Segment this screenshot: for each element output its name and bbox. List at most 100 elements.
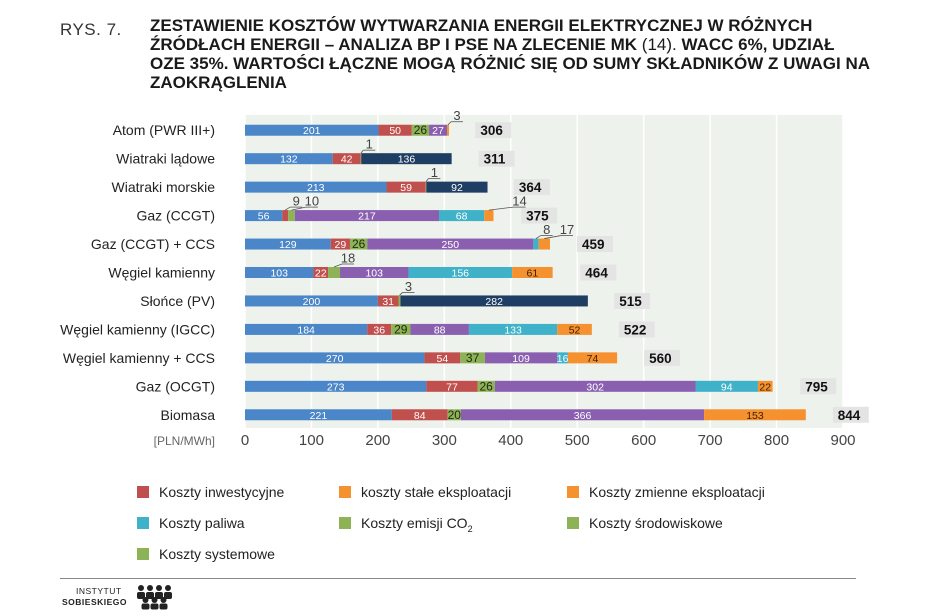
bar-segment <box>425 181 427 193</box>
segment-value-label: 273 <box>327 381 345 393</box>
legend-item: Koszty zmienne eksploatacji <box>567 484 765 500</box>
bar-segment <box>245 267 314 278</box>
bar-segment <box>378 124 412 136</box>
bar-segment <box>477 380 495 392</box>
logo-line-1: INSTYTUT <box>76 586 122 596</box>
total-badge <box>521 207 558 224</box>
total-badge <box>614 292 651 309</box>
bar-segment <box>512 267 553 278</box>
bar-segment <box>494 380 696 392</box>
total-badge <box>580 264 617 281</box>
label-leader-line <box>284 206 291 211</box>
bar-segment <box>288 210 295 222</box>
label-leader-line <box>535 235 541 239</box>
bar-segment <box>340 267 409 278</box>
bar-segment <box>245 153 333 165</box>
segment-value-label: 250 <box>442 239 460 251</box>
bar-segment <box>332 153 361 165</box>
bar-segment <box>426 181 488 193</box>
legend-swatch <box>137 517 149 529</box>
bar-segment <box>410 323 469 335</box>
bar-segment <box>330 238 350 250</box>
segment-value-label: 29 <box>394 322 408 336</box>
title-part-2: WACC 6%, UDZIAŁ OZE 35%. WARTOŚCI ŁĄCZNE… <box>150 35 870 92</box>
bar-segment <box>426 380 478 392</box>
bar-segment <box>245 210 283 222</box>
category-label: Gaz (OCGT) <box>136 378 215 394</box>
segment-value-label: 56 <box>258 211 270 223</box>
legend-swatch <box>137 486 149 498</box>
bar-segment <box>386 181 426 193</box>
segment-value-label: 26 <box>352 237 366 251</box>
segment-value-label: 37 <box>466 351 480 365</box>
label-leader-line <box>360 149 364 154</box>
x-tick-label: 300 <box>432 432 457 449</box>
total-value-label: 560 <box>649 351 672 366</box>
bar-segment <box>468 323 558 335</box>
legend-label: Koszty paliwa <box>159 515 245 531</box>
legend-label: koszty stałe eksploatacji <box>361 484 512 500</box>
legend-label: Koszty systemowe <box>159 546 275 562</box>
total-value-label: 306 <box>480 123 503 138</box>
segment-value-label: 129 <box>279 239 297 251</box>
legend-item: Koszty środowiskowe <box>567 515 723 531</box>
bar-segment <box>245 323 368 335</box>
segment-value-label: 54 <box>436 353 448 365</box>
bar-segment <box>367 323 392 335</box>
segment-value-callout: 3 <box>405 279 412 294</box>
x-tick-label: 500 <box>565 432 590 449</box>
total-value-label: 464 <box>585 266 608 281</box>
x-tick-label: 100 <box>299 432 324 449</box>
segment-value-callout: 8 <box>543 222 550 237</box>
bar-segment <box>245 295 378 307</box>
segment-value-label: 26 <box>414 123 428 137</box>
bar-segment <box>361 153 452 165</box>
segment-value-label: 200 <box>303 296 321 308</box>
segment-value-label: 302 <box>586 381 604 393</box>
label-leader-line <box>544 235 562 239</box>
bar-segment <box>391 409 448 421</box>
bar-segment <box>367 238 534 250</box>
segment-value-label: 103 <box>365 268 383 280</box>
segment-value-label: 77 <box>446 381 458 393</box>
x-tick-label: 200 <box>365 432 390 449</box>
segment-value-label: 133 <box>504 324 522 336</box>
bar-segment <box>557 323 592 335</box>
segment-value-label: 74 <box>587 353 599 365</box>
segment-value-label: 156 <box>452 268 470 280</box>
total-value-label: 844 <box>838 408 861 423</box>
category-label: Gaz (CCGT) + CCS <box>91 236 215 252</box>
bar-segment <box>460 352 485 364</box>
stacked-bar-chart: 0 100 200 300 400 500 600 700 800 900 [PLN/MWh] Ato… <box>60 108 869 449</box>
label-leader-line <box>291 206 306 211</box>
legend-item: Koszty paliwa <box>137 515 245 531</box>
bar-segment <box>400 295 588 307</box>
segment-value-label: 221 <box>310 410 328 422</box>
bar-segment <box>245 124 379 136</box>
segment-value-callout: 17 <box>560 222 574 237</box>
segment-value-label: 50 <box>389 125 401 137</box>
total-value-label: 459 <box>582 237 605 252</box>
bar-segment <box>424 352 461 364</box>
legend-label: Koszty emisji CO <box>361 515 468 531</box>
bar-segment <box>439 210 485 222</box>
category-label: Węgiel kamienny (IGCC) <box>60 321 215 337</box>
legend-item: Koszty emisji CO2 <box>339 515 473 534</box>
bar-segment <box>460 409 705 421</box>
total-value-label: 375 <box>526 209 549 224</box>
segment-value-label: 366 <box>574 410 592 422</box>
legend-label: Koszty inwestycyjne <box>159 484 285 500</box>
segment-value-callout: 1 <box>366 137 373 152</box>
segment-value-label: 282 <box>485 296 503 308</box>
bar-segment <box>704 409 806 421</box>
bar-segment <box>557 352 568 364</box>
legend-swatch <box>567 517 579 529</box>
footer-divider <box>60 578 856 579</box>
segment-value-label: 27 <box>432 125 444 137</box>
segment-value-callout: 10 <box>305 194 319 209</box>
bar-segment <box>313 267 329 278</box>
total-badge <box>576 236 613 253</box>
bar-segment <box>411 124 430 136</box>
segment-value-label: 22 <box>315 268 327 280</box>
bar-segment <box>377 295 399 307</box>
